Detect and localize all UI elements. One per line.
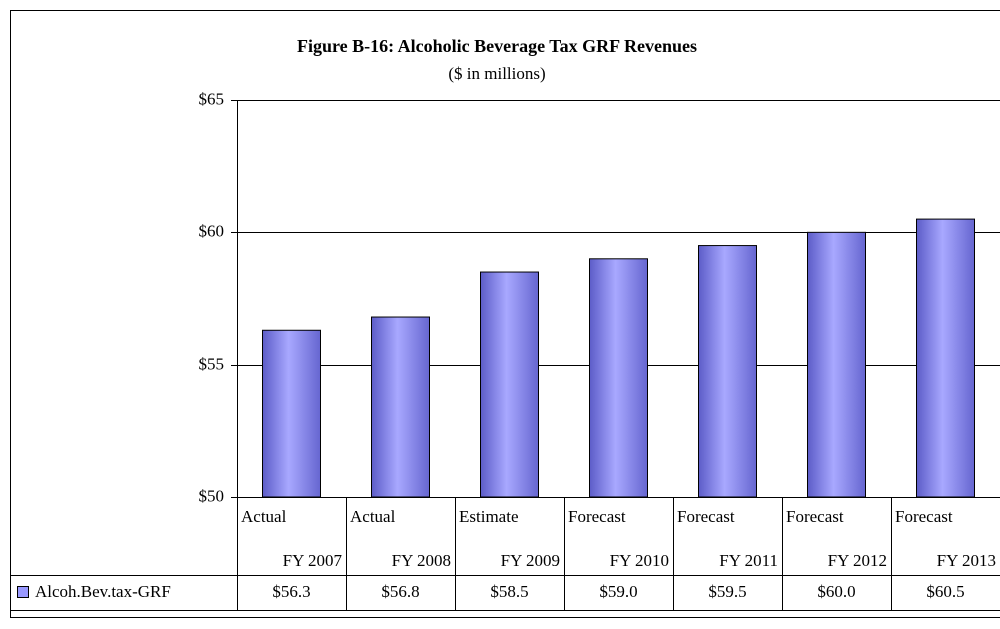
x-tick-label: Actual bbox=[350, 507, 396, 526]
bar bbox=[807, 231, 866, 498]
chart-subtitle: ($ in millions) bbox=[448, 64, 545, 83]
x-tick-label: Forecast bbox=[895, 507, 953, 526]
y-tick-label: $50 bbox=[199, 486, 225, 505]
x-tick-label: FY 2012 bbox=[828, 551, 887, 570]
value-label: $60.5 bbox=[926, 582, 964, 601]
chart-title: Figure B-16: Alcoholic Beverage Tax GRF … bbox=[297, 36, 697, 56]
x-tick-label: FY 2008 bbox=[392, 551, 451, 570]
x-tick-label: Forecast bbox=[568, 507, 626, 526]
legend-marker bbox=[17, 586, 29, 598]
bar bbox=[589, 258, 648, 498]
bar bbox=[698, 245, 757, 498]
value-label: $59.5 bbox=[708, 582, 746, 601]
x-tick-label: Estimate bbox=[459, 507, 518, 526]
bar bbox=[262, 329, 321, 498]
value-label: $58.5 bbox=[490, 582, 528, 601]
legend-label: Alcoh.Bev.tax-GRF bbox=[35, 582, 171, 601]
y-tick-label: $65 bbox=[199, 89, 225, 108]
bar bbox=[916, 218, 975, 498]
value-label: $56.3 bbox=[272, 582, 310, 601]
x-tick-label: Actual bbox=[241, 507, 287, 526]
x-tick-label: FY 2007 bbox=[283, 551, 343, 570]
y-tick-label: $55 bbox=[199, 354, 225, 373]
x-tick-label: Forecast bbox=[786, 507, 844, 526]
value-label: $59.0 bbox=[599, 582, 637, 601]
y-tick-label: $60 bbox=[199, 221, 225, 240]
x-tick-label: FY 2011 bbox=[719, 551, 778, 570]
bar bbox=[371, 316, 430, 498]
x-tick-label: FY 2009 bbox=[501, 551, 560, 570]
x-tick-label: Forecast bbox=[677, 507, 735, 526]
x-tick-label: FY 2010 bbox=[610, 551, 669, 570]
value-label: $56.8 bbox=[381, 582, 419, 601]
x-tick-label: FY 2013 bbox=[937, 551, 996, 570]
value-label: $60.0 bbox=[817, 582, 855, 601]
bar bbox=[480, 271, 539, 498]
